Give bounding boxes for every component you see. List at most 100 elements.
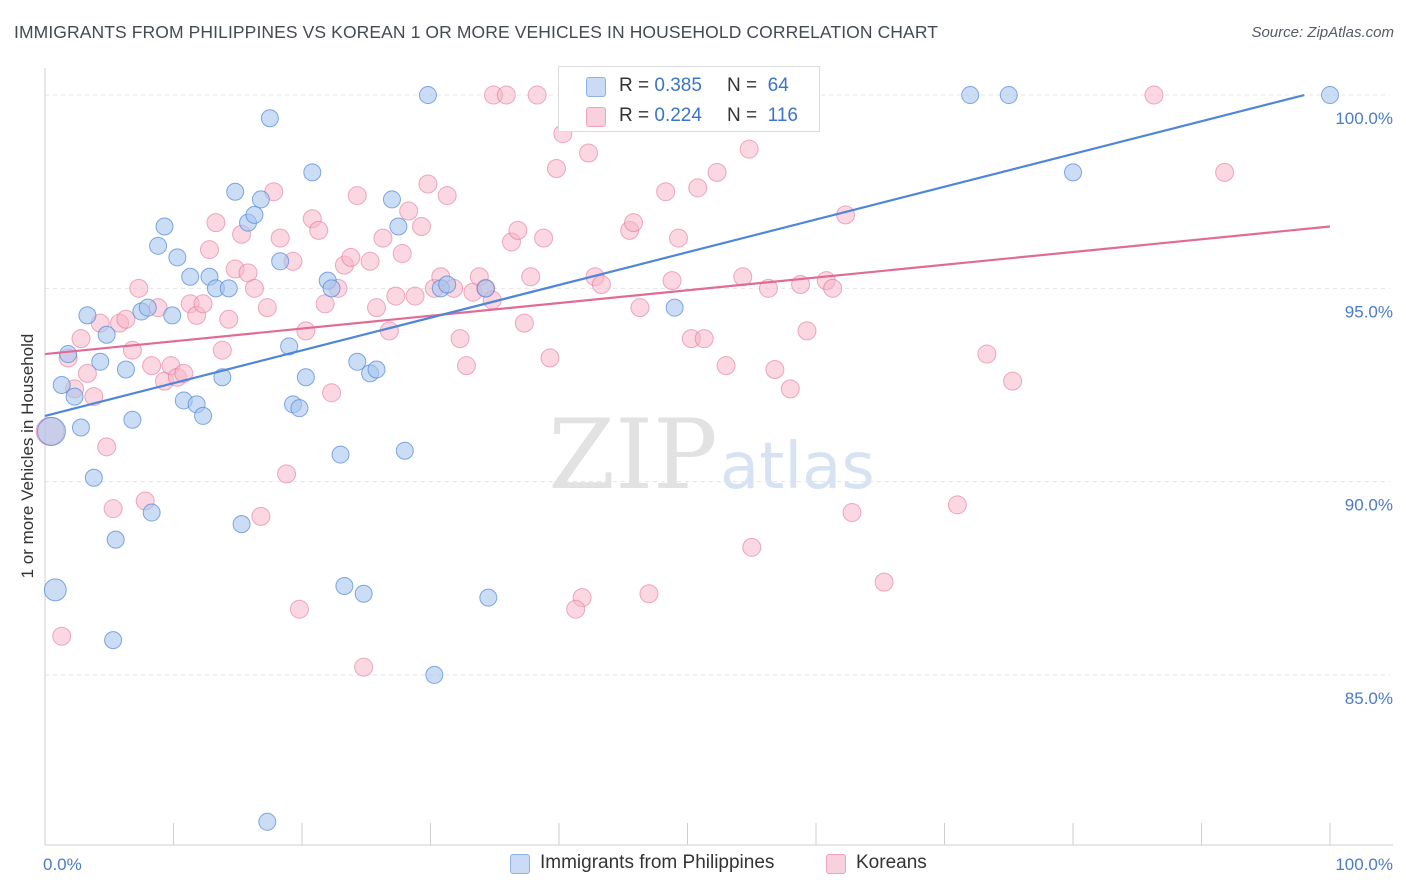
philippines-point (36, 416, 66, 446)
koreans-point (823, 278, 843, 298)
philippines-point (168, 248, 187, 267)
philippines-point (65, 387, 84, 406)
koreans-point (765, 360, 785, 380)
x-tick-label-max: 100.0% (1335, 855, 1393, 874)
koreans-point (739, 139, 759, 159)
philippines-point (258, 812, 277, 831)
koreans-point (707, 162, 727, 182)
koreans-point (174, 363, 194, 383)
koreans-point (341, 247, 361, 267)
philippines-point (123, 410, 142, 429)
koreans-point (405, 286, 425, 306)
koreans-point (412, 216, 432, 236)
koreans-point (534, 228, 554, 248)
koreans-point (399, 201, 419, 221)
philippines-point (142, 503, 161, 522)
philippines-point (97, 325, 116, 344)
koreans-trend-line (44, 225, 1331, 356)
koreans-point (277, 464, 297, 484)
koreans-point (639, 584, 659, 604)
philippines-point (226, 182, 245, 201)
legend-r-koreans: R = 0.224 (619, 105, 702, 127)
koreans-point (842, 503, 862, 523)
philippines-point (59, 345, 78, 364)
philippines-point (479, 588, 498, 607)
koreans-point (251, 506, 271, 526)
philippines-point (43, 578, 67, 602)
legend-n-koreans: N = 116 (727, 105, 798, 127)
philippines-point (260, 109, 279, 128)
philippines-point (52, 375, 71, 394)
n-label: N = (727, 75, 758, 96)
koreans-point (309, 220, 329, 240)
r-label: R = (619, 105, 650, 126)
koreans-point (669, 228, 689, 248)
philippines-point (78, 306, 97, 325)
tick-labels: 85.0% 90.0% 95.0% 100.0% 0.0% 100.0% (43, 109, 1393, 874)
source-credit: Source: ZipAtlas.com (1251, 24, 1394, 41)
koreans-point (733, 267, 753, 287)
koreans-point (84, 387, 104, 407)
koreans-point (527, 85, 547, 105)
philippines-point (84, 468, 103, 487)
koreans-point (206, 213, 226, 233)
koreans-point (270, 228, 290, 248)
philippines-point (476, 279, 495, 298)
watermark: ZIP atlas (548, 399, 874, 511)
koreans-point (386, 286, 406, 306)
koreans-point (52, 626, 72, 646)
koreans-point (129, 278, 149, 298)
legend-label: Immigrants from Philippines (540, 852, 775, 873)
koreans-point (662, 271, 682, 291)
koreans-point (244, 278, 264, 298)
koreans-point (418, 174, 438, 194)
koreans-point (688, 178, 708, 198)
koreans-point (566, 599, 586, 619)
koreans-point (579, 143, 599, 163)
koreans-point (103, 499, 123, 519)
philippines-point (395, 441, 414, 460)
koreans-point (289, 599, 309, 619)
koreans-swatch (586, 107, 606, 127)
koreans-point (624, 213, 644, 233)
koreans-point (496, 85, 516, 105)
philippines-point (155, 217, 174, 236)
koreans-point (947, 495, 967, 515)
philippines-point (296, 368, 315, 387)
watermark-atlas: atlas (720, 430, 875, 504)
philippines-point (303, 163, 322, 182)
koreans-point (199, 240, 219, 260)
philippines-point (116, 360, 135, 379)
koreans-point (360, 251, 380, 271)
koreans-swatch (826, 854, 846, 874)
koreans-point (758, 278, 778, 298)
philippines-point (138, 298, 157, 317)
x-tick-label-min: 0.0% (43, 855, 82, 874)
koreans-point (71, 329, 91, 349)
koreans-point (521, 267, 541, 287)
koreans-point (315, 294, 335, 314)
koreans-point (437, 186, 457, 206)
koreans-point (392, 244, 412, 264)
philippines-point (181, 267, 200, 286)
koreans-point (630, 298, 650, 318)
koreans-point (977, 344, 997, 364)
koreans-point (212, 340, 232, 360)
philippines-point (163, 306, 182, 325)
legend-n-philippines: N = 64 (727, 75, 789, 97)
y-tick-label: 100.0% (1335, 109, 1393, 128)
koreans-point (716, 356, 736, 376)
koreans-point (514, 313, 534, 333)
philippines-point (219, 279, 238, 298)
koreans-point (296, 321, 316, 341)
watermark-zip: ZIP (548, 399, 717, 511)
koreans-point (450, 329, 470, 349)
chart-title: IMMIGRANTS FROM PHILIPPINES VS KOREAN 1 … (14, 22, 939, 42)
philippines-point (245, 205, 264, 224)
philippines-point (425, 665, 444, 684)
koreans-point (97, 437, 117, 457)
koreans-point (508, 220, 528, 240)
koreans-point (656, 182, 676, 202)
philippines-swatch (510, 854, 530, 874)
legend-label: Koreans (856, 852, 927, 873)
